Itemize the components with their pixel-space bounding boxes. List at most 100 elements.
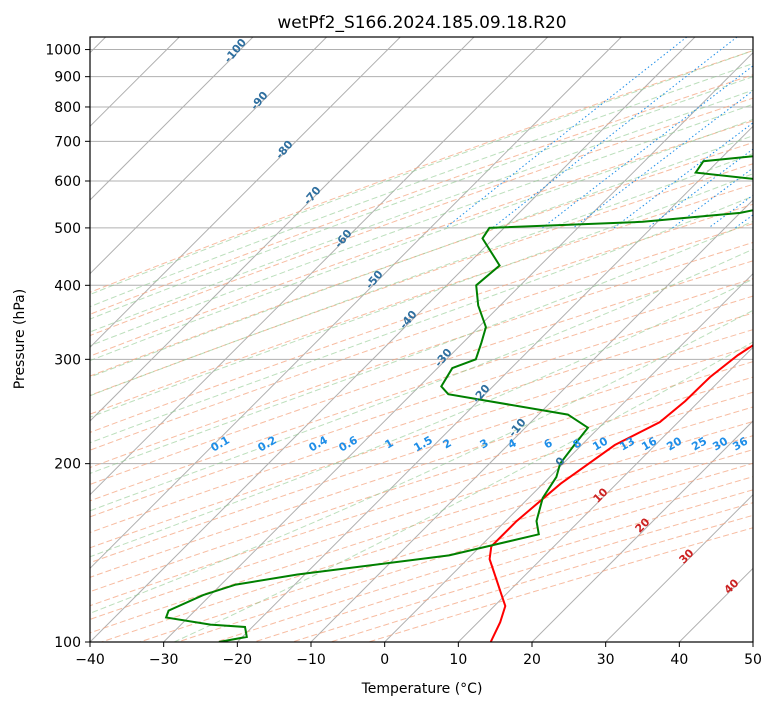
- mixing-ratio-label: 4: [506, 436, 519, 451]
- isotherm-line: [90, 37, 401, 349]
- dry-adiabat-label: -100: [221, 36, 249, 66]
- mixing-ratio-label: 36: [730, 434, 750, 453]
- y-tick-label: 700: [54, 134, 81, 150]
- dry-adiabat-label: -30: [432, 346, 455, 370]
- dry-adiabat-line: [90, 120, 753, 357]
- x-tick-label: 0: [380, 652, 389, 668]
- moist-adiabat-line: [90, 153, 753, 397]
- isotherm-line: [384, 272, 753, 642]
- mixing-ratio-line: [572, 90, 753, 229]
- dry-adiabat-line: [368, 527, 753, 642]
- moist-adiabat-line: [90, 63, 753, 308]
- x-tick-label: 30: [597, 652, 615, 668]
- dry-adiabat-line: [90, 345, 753, 564]
- moist-adiabat-line: [90, 195, 753, 444]
- y-tick-label: 800: [54, 100, 81, 116]
- y-tick-label: 400: [54, 278, 81, 294]
- dry-adiabat-label: -10: [506, 416, 529, 440]
- moist-adiabat-line: [90, 173, 753, 418]
- dry-adiabat-line: [90, 203, 753, 433]
- mixing-ratio-label: 0.2: [256, 433, 279, 454]
- mixing-ratio-line: [708, 194, 753, 229]
- moist-adiabat-label: 30: [677, 546, 697, 566]
- mixing-ratio-label: 30: [710, 434, 730, 453]
- y-axis-label: Pressure (hPa): [12, 289, 28, 389]
- mixing-ratio-label: 0.6: [337, 433, 361, 454]
- x-axis: −40 −30 −20 −10 0 10 20 30 40 50: [75, 642, 762, 668]
- moist-adiabat-label: 40: [722, 576, 742, 596]
- profile-lines: [164, 155, 753, 642]
- x-tick-label: 20: [523, 652, 541, 668]
- dry-adiabat-line: [90, 278, 753, 502]
- moist-adiabat-line: [90, 220, 753, 474]
- moist-adiabat-label: 10: [591, 485, 611, 505]
- y-tick-label: 300: [54, 352, 81, 368]
- isotherm-line: [90, 37, 254, 201]
- mixing-ratio-label: 8: [571, 436, 584, 451]
- x-tick-label: 10: [449, 652, 467, 668]
- x-tick-label: −40: [75, 652, 105, 668]
- mixing-ratio-line: [492, 37, 738, 229]
- y-tick-label: 1000: [45, 43, 81, 59]
- isotherm-line: [90, 37, 549, 496]
- mixing-ratio-label: 2: [441, 436, 454, 451]
- mixing-ratio-label: 1: [383, 436, 396, 451]
- dry-adiabat-line: [90, 142, 753, 377]
- isotherm-line: [90, 37, 696, 642]
- isotherm-line: [531, 420, 753, 642]
- x-tick-label: −20: [223, 652, 253, 668]
- mixing-ratio-line: [542, 65, 753, 229]
- mixing-ratio-label: 0.4: [307, 433, 331, 454]
- y-tick-label: 500: [54, 221, 81, 237]
- dry-adiabat-line: [330, 514, 753, 642]
- background-lines: [90, 37, 753, 642]
- dry-adiabat-line: [90, 361, 753, 578]
- mixing-ratio-label: 25: [689, 435, 709, 454]
- isotherm-line: [90, 37, 475, 422]
- dry-adiabat-line: [90, 376, 753, 593]
- isotherm-line: [678, 567, 753, 642]
- x-tick-label: 50: [744, 652, 762, 668]
- y-tick-label: 900: [54, 70, 81, 86]
- mixing-ratio-label: 13: [617, 435, 637, 454]
- dry-adiabat-line: [90, 312, 753, 534]
- dry-adiabat-line: [90, 295, 753, 518]
- isotherm-line: [163, 51, 753, 642]
- dry-adiabat-line: [90, 50, 753, 293]
- y-axis: 100 200 300 400 500 600 700 800 900 1000: [45, 43, 90, 651]
- dry-adiabat-label: -90: [248, 89, 271, 113]
- mixing-ratio-line: [734, 214, 753, 229]
- mixing-ratio-label: 3: [478, 436, 491, 451]
- moist-adiabat-line: [90, 76, 753, 320]
- y-tick-label: 200: [54, 457, 81, 473]
- mixing-ratio-line: [613, 122, 753, 229]
- dewpoint-profile: [164, 155, 753, 642]
- x-tick-label: −10: [296, 652, 326, 668]
- y-tick-label: 100: [54, 635, 81, 651]
- x-tick-label: 40: [670, 652, 688, 668]
- x-axis-label: Temperature (°C): [361, 681, 483, 697]
- moist-adiabat-line: [90, 89, 753, 333]
- moist-adiabat-line: [90, 135, 753, 378]
- dry-adiabat-line: [90, 260, 753, 485]
- dry-adiabat-line: [90, 391, 753, 607]
- temperature-profile: [488, 344, 753, 642]
- moist-adiabat-line: [90, 50, 753, 296]
- dry-adiabat-line: [90, 97, 753, 337]
- moist-adiabat-line: [90, 248, 753, 512]
- y-tick-label: 600: [54, 174, 81, 190]
- dry-adiabat-line: [90, 163, 753, 396]
- moist-adiabat-line: [90, 118, 753, 362]
- moist-adiabat-line: [90, 103, 753, 347]
- dry-adiabat-line: [101, 435, 753, 642]
- moist-adiabat-line: [90, 309, 753, 614]
- mixing-ratio-label: 6: [542, 436, 555, 451]
- isotherm-line: [752, 641, 753, 642]
- dry-adiabat-line: [90, 329, 753, 549]
- mixing-ratio-line: [672, 167, 753, 229]
- isotherm-line: [90, 37, 328, 275]
- chart-title: wetPf2_S166.2024.185.09.18.R20: [277, 13, 566, 33]
- dry-adiabat-label: -70: [301, 184, 324, 208]
- x-tick-label: −30: [149, 652, 179, 668]
